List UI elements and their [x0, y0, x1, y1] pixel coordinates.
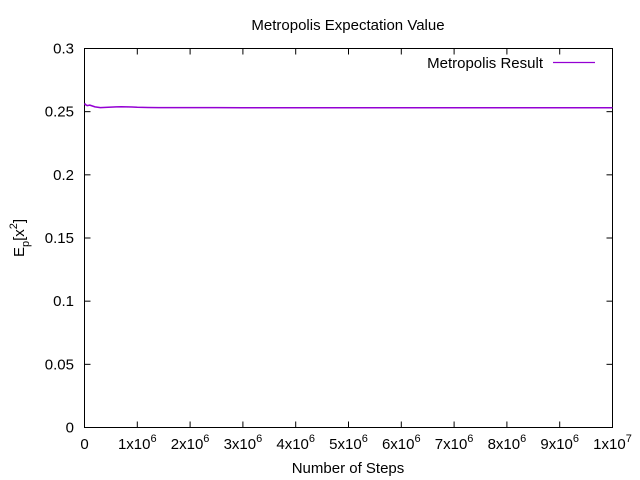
y-tick-label-2: 0.1	[53, 293, 74, 310]
x-tick-label-1: 1x106	[118, 433, 157, 453]
y-axis-label-sup: 2	[8, 223, 20, 229]
x-tick-label-5: 5x106	[329, 433, 368, 453]
x-tick-label-6: 6x106	[382, 433, 421, 453]
y-tick-label-6: 0.3	[53, 41, 74, 58]
legend-label: Metropolis Result	[427, 55, 544, 72]
ticks	[84, 48, 613, 428]
y-tick-label-3: 0.15	[45, 230, 74, 247]
series-line-0	[83, 102, 613, 109]
x-tick-label-0: 0	[80, 436, 88, 453]
y-axis-label: Ep[x2]	[8, 219, 32, 257]
chart-title: Metropolis Expectation Value	[251, 17, 444, 34]
x-tick-label-9: 9x106	[540, 433, 579, 453]
y-axis-label-base: E	[11, 247, 28, 257]
x-tick-label-3: 3x106	[224, 433, 263, 453]
x-axis-label: Number of Steps	[292, 460, 405, 477]
y-axis-label-close: ]	[11, 219, 28, 223]
x-tick-label-10: 1x107	[593, 433, 632, 453]
y-tick-label-1: 0.05	[45, 356, 74, 373]
y-tick-label-5: 0.25	[45, 104, 74, 121]
x-tick-label-2: 2x106	[171, 433, 210, 453]
x-tick-label-8: 8x106	[488, 433, 527, 453]
y-tick-label-4: 0.2	[53, 167, 74, 184]
y-tick-labels: 0 0.05 0.1 0.15 0.2 0.25 0.3	[45, 41, 74, 437]
x-tick-label-4: 4x106	[276, 433, 315, 453]
y-axis-label-sub: p	[20, 241, 32, 247]
y-tick-label-0: 0	[66, 420, 74, 437]
y-axis-label-open: [x	[11, 229, 28, 241]
x-tick-labels: 0 1x106 2x106 3x106 4x106 5x106 6x106 7x106 8x10…	[80, 433, 632, 453]
legend: Metropolis Result	[427, 55, 595, 72]
x-tick-label-7: 7x106	[435, 433, 474, 453]
plot-frame	[84, 48, 613, 428]
series-layer	[83, 102, 613, 109]
